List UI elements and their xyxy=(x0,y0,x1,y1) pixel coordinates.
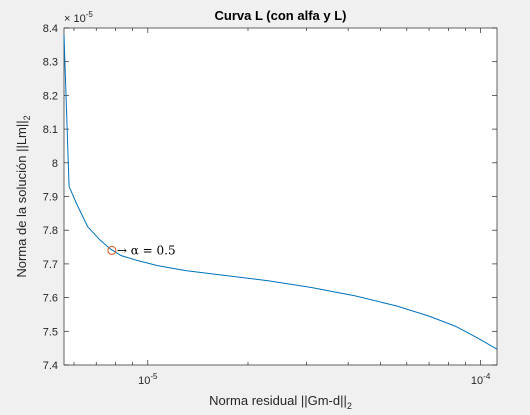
y-axis-label: Norma de la solución ||Lm||2 xyxy=(14,115,32,277)
y-tick-label: 7.4 xyxy=(43,360,58,372)
x-axis-label-main: Norma residual ||Gm-d|| xyxy=(209,393,347,408)
svg-text:× 10-5: × 10-5 xyxy=(64,10,93,25)
y-tick-label: 7.5 xyxy=(43,326,58,338)
y-tick-label: 8.1 xyxy=(43,124,58,136)
chart-title: Curva L (con alfa y L) xyxy=(215,8,347,23)
y-tick-label: 8.4 xyxy=(43,23,58,35)
y-exponent-power: -5 xyxy=(86,10,94,19)
x-axis-label-subscript: 2 xyxy=(347,401,352,411)
x-axis-label: Norma residual ||Gm-d||2 xyxy=(209,393,352,411)
y-axis-label-subscript: 2 xyxy=(22,115,32,120)
x-tick-label: 10-4 xyxy=(471,372,491,387)
y-tick-label: 7.9 xyxy=(43,192,58,204)
series-line xyxy=(63,34,498,350)
y-tick-label: 7.7 xyxy=(43,259,58,271)
x-tick-label: 10-5 xyxy=(138,372,158,387)
y-axis-label-main: Norma de la solución ||Lm|| xyxy=(14,120,29,277)
y-exponent-label: × 10-5 xyxy=(64,10,93,25)
x-axis-ticks: 10-5 10-4 xyxy=(73,28,491,387)
highlight-marker xyxy=(107,245,117,255)
y-tick-label: 7.8 xyxy=(43,225,58,237)
y-tick-label: 7.6 xyxy=(43,293,58,305)
y-tick-label: 8.2 xyxy=(43,90,58,102)
y-tick-label: 8 xyxy=(52,158,58,170)
plot-area xyxy=(63,27,498,366)
y-tick-label: 8.3 xyxy=(43,57,58,69)
y-exponent-base: × 10 xyxy=(64,13,86,25)
highlight-annotation: → α = 0.5 xyxy=(117,243,176,257)
